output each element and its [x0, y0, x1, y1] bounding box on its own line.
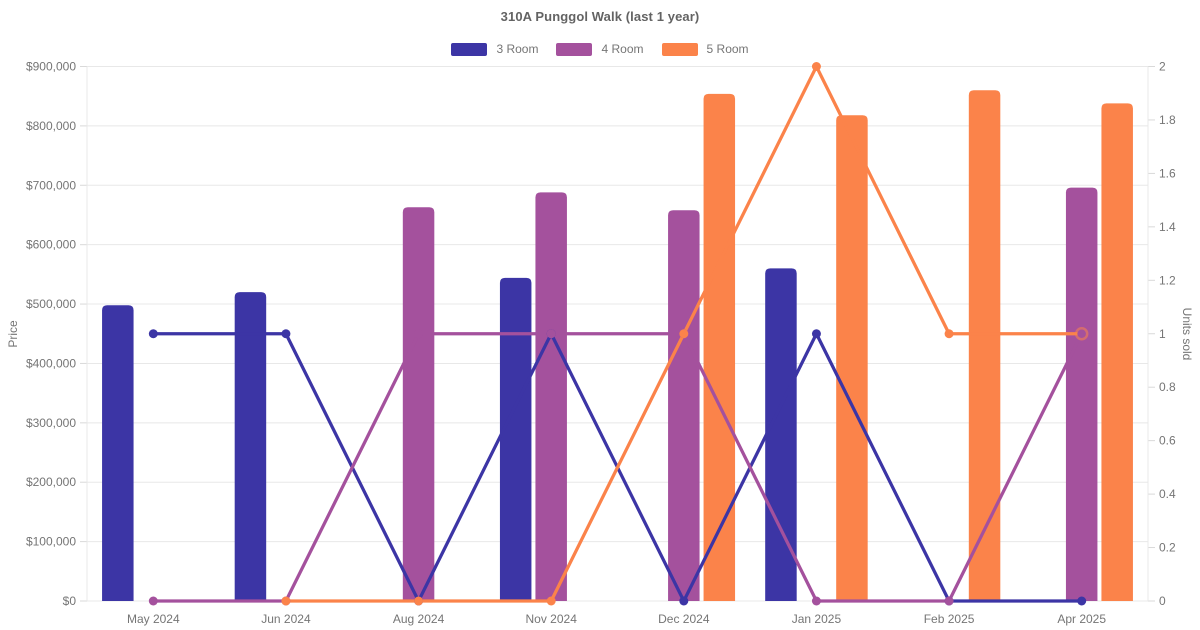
point-5-room-aug-2024: [414, 596, 424, 606]
right-axis-tick-label: 2: [1159, 60, 1166, 74]
right-axis-tick-label: 1.8: [1159, 113, 1176, 127]
legend-swatch-5-room-icon: [661, 42, 698, 56]
right-axis-tick-label: 1.2: [1159, 273, 1176, 287]
right-axis-title: Units sold: [1180, 307, 1194, 361]
line-4-room: [151, 332, 1084, 603]
left-axis-tick-label: $900,000: [26, 60, 76, 74]
x-axis-label: Dec 2024: [658, 612, 710, 626]
x-axis-label: Jun 2024: [261, 612, 311, 626]
bar-5-room-apr-2025: [1101, 103, 1133, 602]
left-axis-tick-label: $100,000: [26, 535, 76, 549]
left-axis-tick-label: $500,000: [26, 297, 76, 311]
bar-3-room-nov-2024: [499, 277, 532, 601]
right-axis-tick-label: 1.4: [1159, 220, 1176, 234]
legend: 3 Room 4 Room 5 Room: [0, 42, 1200, 56]
x-axis-label: Aug 2024: [393, 612, 445, 626]
point-5-room-jan-2025: [811, 62, 821, 71]
point-4-room-nov-2024: [546, 329, 556, 339]
legend-swatch-4-room-icon: [556, 42, 593, 56]
x-axis-label: Nov 2024: [526, 612, 578, 626]
point-3-room-jun-2024: [281, 329, 291, 339]
point-3-room-jan-2025: [811, 329, 821, 339]
x-axis-label: May 2024: [127, 612, 180, 626]
left-axis-tick-label: $700,000: [26, 178, 76, 192]
right-axis-tick-label: 0.2: [1159, 541, 1176, 555]
legend-item-3-room[interactable]: 3 Room: [451, 42, 538, 56]
left-axis-tick-label: $200,000: [26, 475, 76, 489]
legend-item-5-room[interactable]: 5 Room: [661, 42, 749, 56]
point-3-room-dec-2024: [679, 596, 689, 606]
right-axis-tick-label: 1: [1159, 327, 1166, 341]
left-axis-tick-label: $400,000: [26, 356, 76, 370]
point-5-room-jun-2024: [281, 596, 291, 606]
bar-5-room-feb-2025: [968, 90, 1001, 601]
left-axis-title: Price: [6, 320, 20, 348]
point-4-room-jan-2025: [811, 596, 821, 606]
point-4-room-apr-2025: [1077, 329, 1087, 339]
x-axis-label: Jan 2025: [792, 612, 842, 626]
point-4-room-aug-2024: [414, 329, 424, 339]
legend-label-3-room: 3 Room: [496, 42, 539, 56]
point-3-room-may-2024: [148, 329, 158, 339]
left-axis-tick-label: $800,000: [26, 119, 76, 133]
bar-5-room-dec-2024: [703, 93, 736, 602]
right-axis-tick-label: 0.4: [1159, 487, 1176, 501]
legend-label-5-room: 5 Room: [706, 42, 749, 56]
chart-title: 310A Punggol Walk (last 1 year): [500, 9, 700, 24]
right-axis-tick-label: 1.6: [1159, 166, 1176, 180]
legend-item-4-room[interactable]: 4 Room: [556, 42, 644, 56]
bar-3-room-jan-2025: [765, 268, 797, 601]
bar-5-room-jan-2025: [836, 115, 868, 602]
point-5-room-nov-2024: [546, 596, 556, 606]
left-axis-tick-label: $600,000: [26, 238, 76, 252]
bar-3-room-jun-2024: [234, 292, 267, 601]
bar-4-room-dec-2024: [668, 210, 700, 601]
right-axis-tick-label: 0: [1159, 594, 1166, 608]
point-5-room-apr-2025: [1074, 327, 1089, 341]
left-axis-tick-label: $0: [63, 594, 77, 608]
legend-label-4-room: 4 Room: [601, 42, 644, 56]
x-axis-label: Feb 2025: [924, 612, 975, 626]
bar-3-room-may-2024: [102, 305, 134, 601]
point-5-room-dec-2024: [679, 329, 689, 339]
right-axis-tick-label: 0.8: [1159, 380, 1176, 394]
bar-4-room-aug-2024: [402, 207, 435, 602]
x-axis-label: Apr 2025: [1057, 612, 1106, 626]
point-4-room-may-2024: [148, 596, 158, 606]
legend-swatch-3-room-icon: [451, 42, 488, 56]
right-axis-tick-label: 0.6: [1159, 434, 1176, 448]
point-3-room-apr-2025: [1077, 596, 1087, 606]
point-5-room-feb-2025: [944, 329, 954, 339]
left-axis-tick-label: $300,000: [26, 416, 76, 430]
bar-4-room-nov-2024: [535, 192, 567, 601]
bar-4-room-apr-2025: [1065, 187, 1098, 602]
point-4-room-feb-2025: [944, 596, 954, 606]
